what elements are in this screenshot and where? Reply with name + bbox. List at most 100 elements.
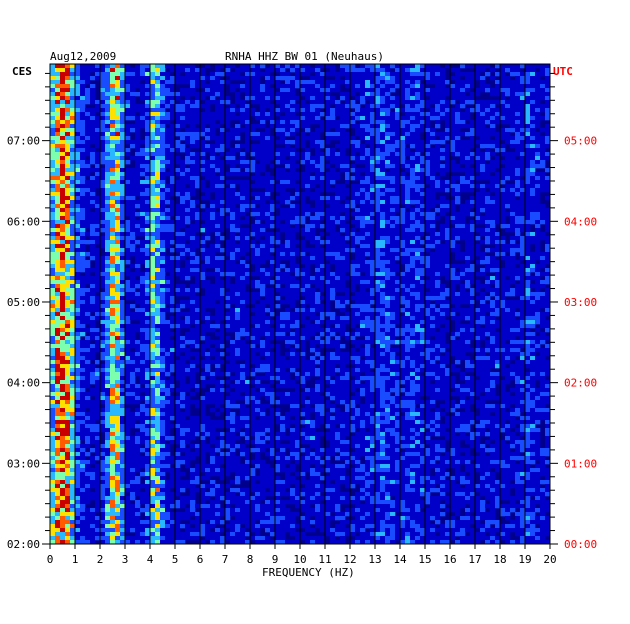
spectrogram-cell: [175, 92, 181, 97]
spectrogram-cell: [120, 184, 126, 189]
spectrogram-cell: [120, 68, 126, 73]
spectrogram-cell: [230, 240, 236, 245]
spectrogram-cell: [400, 284, 406, 289]
spectrogram-cell: [455, 92, 461, 97]
spectrogram-cell: [525, 212, 531, 217]
spectrogram-cell: [125, 232, 131, 237]
spectrogram-cell: [350, 140, 356, 145]
spectrogram-cell: [450, 92, 456, 97]
spectrogram-cell: [365, 152, 371, 157]
spectrogram-cell: [385, 280, 391, 285]
spectrogram-cell: [430, 204, 436, 209]
spectrogram-cell: [295, 172, 301, 177]
spectrogram-cell: [520, 280, 526, 285]
spectrogram-cell: [135, 144, 141, 149]
spectrogram-cell: [195, 212, 201, 217]
spectrogram-cell: [340, 196, 346, 201]
spectrogram-cell: [475, 212, 481, 217]
spectrogram-cell: [375, 248, 381, 253]
spectrogram-cell: [90, 168, 96, 173]
spectrogram-cell: [265, 256, 271, 261]
spectrogram-cell: [95, 288, 101, 293]
spectrogram-cell: [75, 180, 81, 185]
spectrogram-cell: [345, 192, 351, 197]
spectrogram-cell: [405, 80, 411, 85]
spectrogram-cell: [415, 108, 421, 113]
spectrogram-cell: [225, 172, 231, 177]
spectrogram-cell: [135, 64, 141, 69]
spectrogram-cell: [405, 220, 411, 225]
spectrogram-cell: [135, 104, 141, 109]
spectrogram-cell: [265, 292, 271, 297]
spectrogram-cell: [100, 152, 106, 157]
spectrogram-cell: [135, 224, 141, 229]
spectrogram-cell: [270, 180, 276, 185]
spectrogram-cell: [145, 176, 151, 181]
spectrogram-cell: [85, 112, 91, 117]
spectrogram-cell: [315, 144, 321, 149]
spectrogram-cell: [155, 72, 161, 77]
spectrogram-cell: [380, 164, 386, 169]
spectrogram-cell: [205, 148, 211, 153]
spectrogram-cell: [80, 148, 86, 153]
spectrogram-cell: [100, 240, 106, 245]
spectrogram-cell: [245, 132, 251, 137]
spectrogram-cell: [75, 228, 81, 233]
spectrogram-cell: [370, 64, 376, 69]
spectrogram-cell: [130, 100, 136, 105]
spectrogram-cell: [100, 116, 106, 121]
spectrogram-cell: [295, 156, 301, 161]
spectrogram-cell: [275, 248, 281, 253]
spectrogram-cell: [445, 272, 451, 277]
spectrogram-cell: [110, 224, 116, 229]
spectrogram-cell: [480, 260, 486, 265]
spectrogram-cell: [120, 120, 126, 125]
spectrogram-cell: [105, 88, 111, 93]
spectrogram-cell: [160, 84, 166, 89]
spectrogram-cell: [155, 108, 161, 113]
spectrogram-cell: [65, 240, 71, 245]
spectrogram-cell: [120, 192, 126, 197]
spectrogram-cell: [90, 96, 96, 101]
spectrogram-cell: [395, 116, 401, 121]
spectrogram-cell: [60, 68, 66, 73]
spectrogram-cell: [60, 180, 66, 185]
spectrogram-cell: [390, 276, 396, 281]
spectrogram-cell: [140, 152, 146, 157]
spectrogram-cell: [335, 76, 341, 81]
spectrogram-cell: [245, 196, 251, 201]
spectrogram-cell: [410, 200, 416, 205]
spectrogram-cell: [505, 224, 511, 229]
spectrogram-cell: [55, 180, 61, 185]
spectrogram-cell: [80, 124, 86, 129]
spectrogram-cell: [230, 248, 236, 253]
spectrogram-cell: [440, 140, 446, 145]
spectrogram-cell: [540, 212, 546, 217]
spectrogram-cell: [70, 196, 76, 201]
spectrogram-cell: [90, 112, 96, 117]
spectrogram-cell: [505, 68, 511, 73]
spectrogram-cell: [60, 168, 66, 173]
spectrogram-cell: [435, 252, 441, 257]
spectrogram-cell: [75, 292, 81, 297]
spectrogram-cell: [510, 236, 516, 241]
spectrogram-cell: [150, 252, 156, 257]
spectrogram-cell: [200, 284, 206, 289]
spectrogram-cell: [405, 72, 411, 77]
spectrogram-cell: [140, 244, 146, 249]
spectrogram-cell: [180, 132, 186, 137]
spectrogram-cell: [440, 204, 446, 209]
spectrogram-cell: [345, 104, 351, 109]
spectrogram-cell: [110, 128, 116, 133]
spectrogram-cell: [410, 120, 416, 125]
spectrogram-cell: [275, 80, 281, 85]
spectrogram-cell: [345, 84, 351, 89]
spectrogram-cell: [70, 240, 76, 245]
spectrogram-cell: [465, 124, 471, 129]
spectrogram-cell: [395, 276, 401, 281]
spectrogram-cell: [230, 244, 236, 249]
spectrogram-cell: [440, 88, 446, 93]
spectrogram-cell: [90, 296, 96, 301]
spectrogram-cell: [205, 228, 211, 233]
spectrogram-cell: [540, 252, 546, 257]
